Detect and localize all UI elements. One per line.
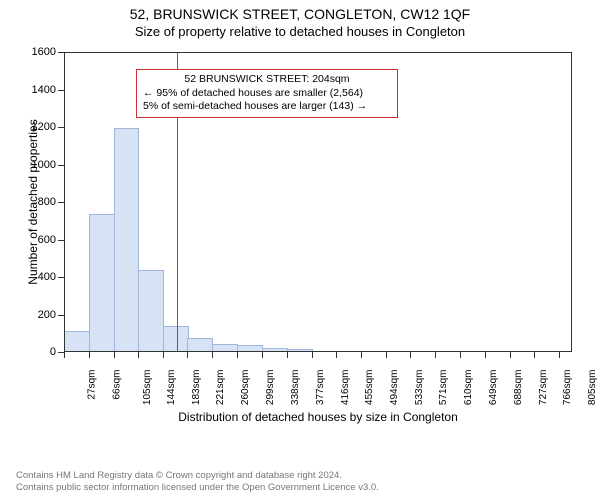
x-tick-label: 338sqm: [290, 370, 301, 406]
footer-attribution: Contains HM Land Registry data © Crown c…: [16, 470, 379, 494]
x-tick-label: 727sqm: [538, 370, 549, 406]
histogram-bar: [138, 270, 164, 352]
x-tick: [386, 352, 387, 358]
annotation-line: 5% of semi-detached houses are larger (1…: [143, 100, 391, 114]
x-tick: [262, 352, 263, 358]
y-axis-label: Number of detached properties: [26, 119, 40, 284]
annotation-box: 52 BRUNSWICK STREET: 204sqm← 95% of deta…: [136, 69, 398, 118]
y-tick: [58, 277, 64, 278]
y-tick-label: 1400: [16, 84, 56, 96]
annotation-line: ← 95% of detached houses are smaller (2,…: [143, 87, 391, 101]
y-tick: [58, 127, 64, 128]
histogram-bar: [64, 331, 90, 352]
x-tick: [237, 352, 238, 358]
x-tick-label: 221sqm: [216, 370, 227, 406]
x-tick: [460, 352, 461, 358]
x-tick: [410, 352, 411, 358]
x-tick-label: 260sqm: [240, 370, 251, 406]
x-tick: [485, 352, 486, 358]
x-tick-label: 805sqm: [587, 370, 598, 406]
x-tick: [336, 352, 337, 358]
x-tick-label: 416sqm: [340, 370, 351, 406]
x-tick-label: 455sqm: [365, 370, 376, 406]
y-tick: [58, 202, 64, 203]
x-tick: [435, 352, 436, 358]
y-axis-line: [64, 53, 65, 352]
plot-area: 52 BRUNSWICK STREET: 204sqm← 95% of deta…: [64, 52, 572, 352]
x-tick: [510, 352, 511, 358]
x-tick: [64, 352, 65, 358]
page-subtitle: Size of property relative to detached ho…: [0, 22, 600, 39]
x-tick: [89, 352, 90, 358]
x-tick: [187, 352, 188, 358]
x-tick-label: 377sqm: [315, 370, 326, 406]
x-tick: [534, 352, 535, 358]
x-tick-label: 533sqm: [414, 370, 425, 406]
x-tick-label: 105sqm: [142, 370, 153, 406]
annotation-line: 52 BRUNSWICK STREET: 204sqm: [143, 73, 391, 87]
y-tick: [58, 165, 64, 166]
x-tick: [114, 352, 115, 358]
footer-line-1: Contains HM Land Registry data © Crown c…: [16, 470, 379, 482]
x-tick: [559, 352, 560, 358]
x-tick: [163, 352, 164, 358]
x-tick-label: 66sqm: [111, 370, 122, 400]
x-tick: [312, 352, 313, 358]
x-tick: [361, 352, 362, 358]
x-tick-label: 571sqm: [438, 370, 449, 406]
x-tick-label: 688sqm: [513, 370, 524, 406]
x-tick-label: 494sqm: [389, 370, 400, 406]
y-tick: [58, 52, 64, 53]
x-tick-label: 610sqm: [463, 370, 474, 406]
y-tick-label: 1600: [16, 46, 56, 58]
x-axis-label: Distribution of detached houses by size …: [178, 410, 458, 424]
x-tick-label: 299sqm: [265, 370, 276, 406]
x-tick-label: 649sqm: [488, 370, 499, 406]
x-tick-label: 144sqm: [167, 370, 178, 406]
chart-container: 52 BRUNSWICK STREET: 204sqm← 95% of deta…: [0, 42, 600, 452]
x-tick-label: 183sqm: [191, 370, 202, 406]
y-tick-label: 200: [16, 309, 56, 321]
x-tick: [287, 352, 288, 358]
histogram-bar: [187, 338, 213, 352]
histogram-bar: [89, 214, 115, 352]
x-tick-label: 766sqm: [563, 370, 574, 406]
page-title: 52, BRUNSWICK STREET, CONGLETON, CW12 1Q…: [0, 0, 600, 22]
footer-line-2: Contains public sector information licen…: [16, 482, 379, 494]
x-tick: [212, 352, 213, 358]
y-tick: [58, 315, 64, 316]
x-tick: [138, 352, 139, 358]
x-tick-label: 27sqm: [87, 370, 98, 400]
y-tick-label: 0: [16, 346, 56, 358]
y-tick: [58, 240, 64, 241]
histogram-bar: [114, 128, 140, 352]
x-axis-line: [64, 351, 571, 352]
y-tick: [58, 90, 64, 91]
